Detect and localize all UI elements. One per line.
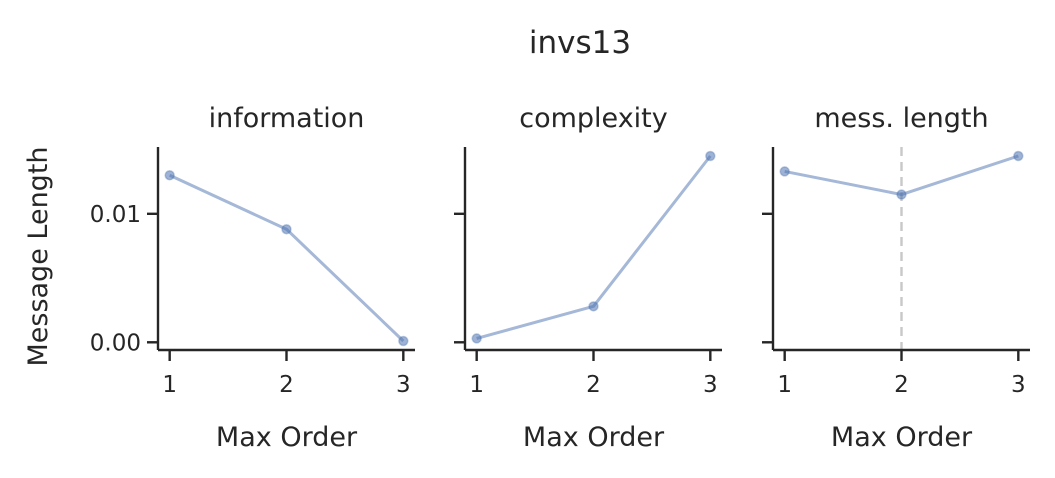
panel-title: complexity <box>519 103 668 134</box>
x-tick-label: 2 <box>894 372 909 398</box>
panel-1: complexity 1 2 3 Max Order <box>454 103 722 453</box>
data-point <box>281 223 292 235</box>
panel-title: mess. length <box>814 103 988 134</box>
data-point <box>164 170 175 181</box>
series-line <box>784 154 1019 197</box>
data-point <box>588 301 599 312</box>
x-tick-label: 3 <box>396 372 411 398</box>
x-tick-label: 1 <box>469 372 484 398</box>
panel-title: information <box>209 103 365 134</box>
panels: information 0.00 0.01 1 2 3 Max Order Message L… <box>23 103 1030 453</box>
x-tick-label: 2 <box>279 372 294 398</box>
data-point <box>779 166 790 177</box>
y-axis-label: Message Length <box>23 146 54 366</box>
x-tick-label: 3 <box>1011 372 1026 398</box>
y-tick-label: 0.01 <box>90 202 141 228</box>
x-tick-label: 1 <box>777 372 792 398</box>
x-tick-label: 2 <box>586 372 601 398</box>
data-point <box>896 189 907 200</box>
figure-title: invs13 <box>529 25 631 61</box>
data-point <box>705 150 716 162</box>
x-tick-label: 3 <box>703 372 718 398</box>
x-axis-label: Max Order <box>831 422 973 453</box>
x-axis-label: Max Order <box>216 422 358 453</box>
x-axis-label: Max Order <box>523 422 665 453</box>
data-point <box>398 335 409 347</box>
panel-0: information 0.00 0.01 1 2 3 Max Order Message L… <box>23 103 415 453</box>
data-point <box>471 333 482 344</box>
series-line <box>169 173 405 343</box>
panel-2: mess. length 1 2 3 Max Order <box>762 103 1030 453</box>
data-point <box>1013 150 1024 162</box>
y-tick-label: 0.00 <box>90 330 141 356</box>
x-tick-label: 1 <box>162 372 177 398</box>
